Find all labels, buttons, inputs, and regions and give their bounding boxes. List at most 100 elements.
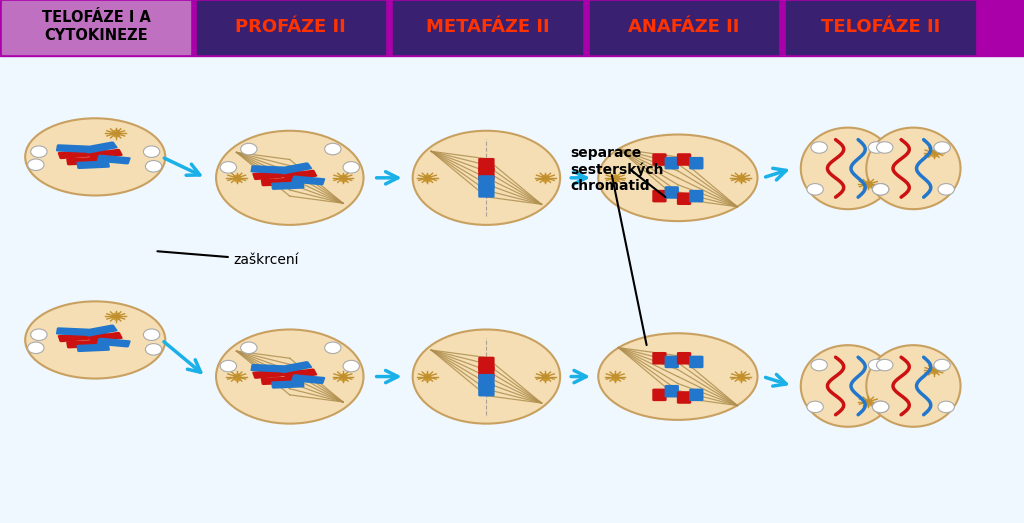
FancyBboxPatch shape	[268, 366, 301, 374]
FancyBboxPatch shape	[478, 184, 495, 198]
FancyBboxPatch shape	[271, 380, 304, 389]
FancyBboxPatch shape	[652, 190, 667, 202]
FancyBboxPatch shape	[291, 374, 326, 384]
Ellipse shape	[31, 329, 47, 340]
Ellipse shape	[934, 142, 950, 153]
Ellipse shape	[220, 360, 237, 372]
Ellipse shape	[143, 329, 160, 340]
Text: separace
sesterských
chromatid: separace sesterských chromatid	[570, 146, 664, 194]
Ellipse shape	[26, 301, 165, 379]
FancyBboxPatch shape	[665, 186, 679, 199]
Ellipse shape	[868, 359, 885, 371]
Text: zaškrcení: zaškrcení	[158, 251, 299, 267]
Bar	[590, 1, 778, 54]
Ellipse shape	[325, 342, 341, 354]
FancyBboxPatch shape	[478, 158, 495, 172]
Ellipse shape	[220, 162, 237, 173]
FancyBboxPatch shape	[665, 385, 679, 397]
FancyBboxPatch shape	[665, 157, 679, 169]
FancyBboxPatch shape	[278, 162, 312, 175]
FancyBboxPatch shape	[689, 157, 703, 169]
FancyBboxPatch shape	[251, 165, 284, 174]
FancyBboxPatch shape	[689, 190, 703, 202]
Bar	[0, 0, 1024, 56]
Ellipse shape	[807, 184, 823, 195]
FancyBboxPatch shape	[652, 389, 667, 401]
Ellipse shape	[413, 329, 560, 424]
FancyBboxPatch shape	[88, 332, 123, 343]
Ellipse shape	[866, 345, 961, 427]
FancyBboxPatch shape	[83, 141, 118, 154]
FancyBboxPatch shape	[74, 329, 106, 338]
FancyBboxPatch shape	[56, 144, 89, 153]
FancyBboxPatch shape	[57, 333, 92, 342]
FancyBboxPatch shape	[77, 161, 110, 169]
FancyBboxPatch shape	[665, 356, 679, 368]
Ellipse shape	[877, 142, 893, 153]
FancyBboxPatch shape	[67, 340, 99, 348]
Bar	[0, 56, 1024, 523]
FancyBboxPatch shape	[96, 155, 131, 164]
FancyBboxPatch shape	[261, 178, 294, 186]
FancyBboxPatch shape	[652, 153, 667, 166]
Text: TELOFÁZE I A
CYTOKINEZE: TELOFÁZE I A CYTOKINEZE	[42, 10, 151, 43]
Ellipse shape	[31, 146, 47, 157]
Text: METAFÁZE II: METAFÁZE II	[426, 18, 549, 36]
Ellipse shape	[872, 184, 889, 195]
FancyBboxPatch shape	[251, 364, 284, 372]
Ellipse shape	[241, 143, 257, 155]
FancyBboxPatch shape	[478, 374, 495, 388]
FancyBboxPatch shape	[261, 377, 294, 385]
Ellipse shape	[26, 118, 165, 196]
Ellipse shape	[868, 142, 885, 153]
Ellipse shape	[938, 401, 954, 413]
Text: PROFÁZE II: PROFÁZE II	[236, 18, 346, 36]
Ellipse shape	[343, 162, 359, 173]
Bar	[393, 1, 582, 54]
Ellipse shape	[872, 401, 889, 413]
Ellipse shape	[143, 146, 160, 157]
FancyBboxPatch shape	[252, 170, 287, 180]
FancyBboxPatch shape	[652, 352, 667, 365]
Ellipse shape	[216, 131, 364, 225]
Ellipse shape	[28, 159, 44, 170]
Ellipse shape	[145, 161, 162, 172]
Ellipse shape	[598, 134, 758, 221]
Ellipse shape	[343, 360, 359, 372]
FancyBboxPatch shape	[67, 157, 99, 165]
FancyBboxPatch shape	[291, 176, 326, 185]
Bar	[2, 1, 190, 54]
Ellipse shape	[241, 342, 257, 354]
Ellipse shape	[811, 359, 827, 371]
Bar	[786, 1, 975, 54]
Ellipse shape	[811, 142, 827, 153]
FancyBboxPatch shape	[478, 175, 495, 189]
Bar	[197, 1, 385, 54]
Ellipse shape	[934, 359, 950, 371]
Ellipse shape	[325, 143, 341, 155]
FancyBboxPatch shape	[88, 149, 123, 160]
FancyBboxPatch shape	[74, 146, 106, 155]
FancyBboxPatch shape	[677, 153, 691, 166]
Ellipse shape	[801, 128, 895, 209]
Ellipse shape	[807, 401, 823, 413]
FancyBboxPatch shape	[478, 357, 495, 370]
FancyBboxPatch shape	[689, 356, 703, 368]
Ellipse shape	[413, 131, 560, 225]
FancyBboxPatch shape	[677, 391, 691, 404]
Ellipse shape	[801, 345, 895, 427]
FancyBboxPatch shape	[252, 369, 287, 379]
Ellipse shape	[938, 184, 954, 195]
FancyBboxPatch shape	[268, 167, 301, 176]
Ellipse shape	[28, 342, 44, 354]
FancyBboxPatch shape	[677, 352, 691, 365]
FancyBboxPatch shape	[278, 361, 312, 373]
FancyBboxPatch shape	[57, 150, 92, 159]
Ellipse shape	[866, 128, 961, 209]
FancyBboxPatch shape	[478, 383, 495, 396]
FancyBboxPatch shape	[83, 324, 118, 337]
Text: ANAFÁZE II: ANAFÁZE II	[629, 18, 739, 36]
FancyBboxPatch shape	[77, 344, 110, 352]
FancyBboxPatch shape	[478, 366, 495, 379]
FancyBboxPatch shape	[478, 167, 495, 180]
